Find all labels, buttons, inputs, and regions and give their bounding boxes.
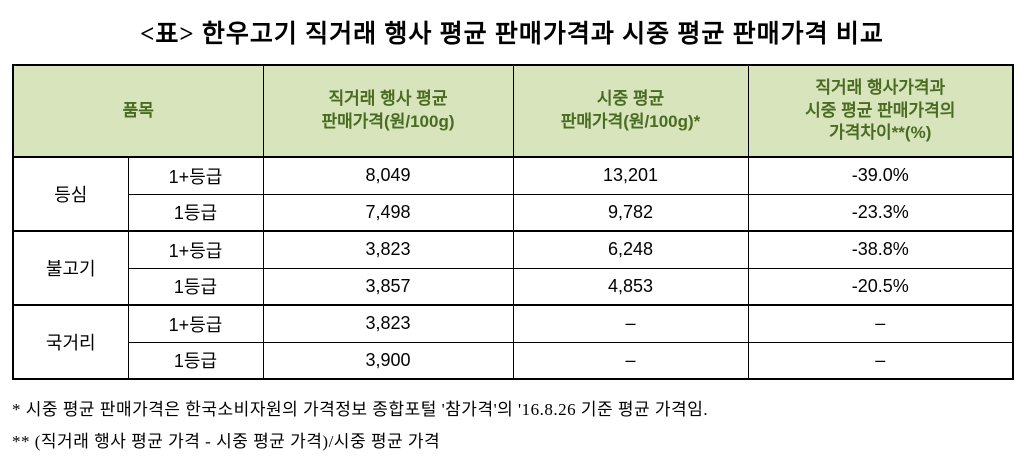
header-market-price: 시중 평균 판매가격(원/100g)*	[512, 64, 749, 158]
grade-cell: 1등급	[127, 341, 264, 380]
price-comparison-table: 품목 직거래 행사 평균 판매가격(원/100g) 시중 평균 판매가격(원/1…	[12, 64, 1014, 380]
market-price-cell: –	[512, 341, 749, 380]
category-cell: 국거리	[12, 304, 129, 380]
direct-price-cell: 8,049	[262, 156, 514, 195]
header-direct-price: 직거래 행사 평균 판매가격(원/100g)	[262, 64, 514, 158]
category-cell: 불고기	[12, 230, 129, 306]
table-body: 등심 1+등급 8,049 13,201 -39.0% 1등급 7,498 9,…	[12, 156, 1014, 380]
market-price-cell: 6,248	[512, 230, 749, 269]
table-row: 등심 1+등급 8,049 13,201 -39.0%	[12, 156, 1014, 232]
price-diff-cell: –	[747, 341, 1014, 380]
grade-cell: 1+등급	[127, 230, 264, 269]
grade-cell: 1+등급	[127, 156, 264, 195]
direct-price-cell: 3,857	[262, 267, 514, 306]
header-row: 품목 직거래 행사 평균 판매가격(원/100g) 시중 평균 판매가격(원/1…	[12, 64, 1014, 158]
grade-cell: 1+등급	[127, 304, 264, 343]
table-row: 국거리 1+등급 3,823 – –	[12, 304, 1014, 380]
grade-cell: 1등급	[127, 267, 264, 306]
direct-price-cell: 3,900	[262, 341, 514, 380]
table-row: 불고기 1+등급 3,823 6,248 -38.8%	[12, 230, 1014, 306]
table-header: 품목 직거래 행사 평균 판매가격(원/100g) 시중 평균 판매가격(원/1…	[12, 64, 1014, 158]
direct-price-cell: 7,498	[262, 193, 514, 232]
market-price-cell: –	[512, 304, 749, 343]
page-title: <표> 한우고기 직거래 행사 평균 판매가격과 시중 평균 판매가격 비교	[140, 21, 884, 48]
market-price-cell: 9,782	[512, 193, 749, 232]
footnote-market-price-source: * 시중 평균 판매가격은 한국소비자원의 가격정보 종합포털 '참가격'의 '…	[12, 400, 709, 419]
price-diff-cell: -39.0%	[747, 156, 1014, 195]
grade-cell: 1등급	[127, 193, 264, 232]
header-price-diff: 직거래 행사가격과 시중 평균 판매가격의 가격차이**(%)	[747, 64, 1014, 158]
price-diff-cell: -20.5%	[747, 267, 1014, 306]
price-diff-cell: –	[747, 304, 1014, 343]
header-item: 품목	[12, 64, 264, 158]
price-diff-cell: -23.3%	[747, 193, 1014, 232]
direct-price-cell: 3,823	[262, 230, 514, 269]
table-row: 1등급 7,498 9,782 -23.3%	[13, 193, 1014, 232]
category-cell: 등심	[12, 156, 129, 232]
footnote-diff-formula: ** (직거래 행사 평균 가격 - 시중 평균 가격)/시중 평균 가격	[12, 432, 441, 452]
footnotes: * 시중 평균 판매가격은 한국소비자원의 가격정보 종합포털 '참가격'의 '…	[12, 394, 1012, 459]
market-price-cell: 13,201	[512, 156, 749, 195]
table-row: 1등급 3,857 4,853 -20.5%	[13, 267, 1014, 306]
market-price-cell: 4,853	[512, 267, 749, 306]
direct-price-cell: 3,823	[262, 304, 514, 343]
table-row: 1등급 3,900 – –	[13, 341, 1014, 380]
price-diff-cell: -38.8%	[747, 230, 1014, 269]
